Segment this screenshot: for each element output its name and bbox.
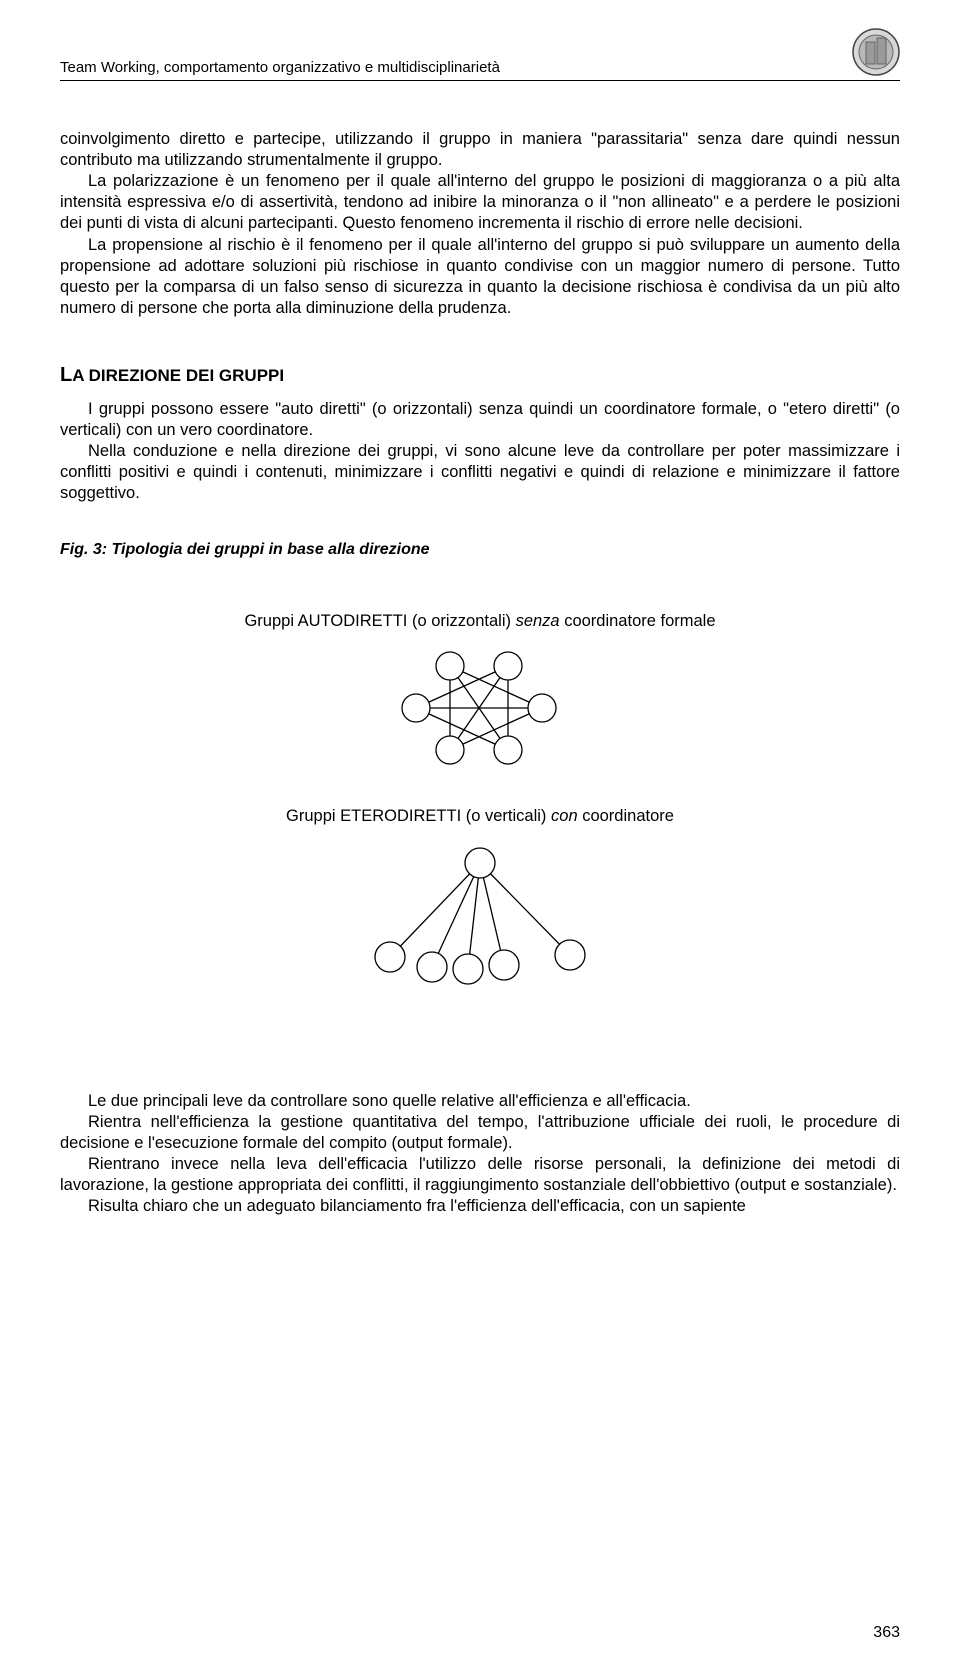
diagram-eterodiretti: Gruppi ETERODIRETTI (o verticali) con co… [60, 806, 900, 989]
tree-diagram [360, 839, 600, 989]
diagram-label: Gruppi AUTODIRETTI (o orizzontali) senza… [60, 611, 900, 632]
figure-caption: Fig. 3: Tipologia dei gruppi in base all… [60, 540, 900, 560]
paragraph: Risulta chiaro che un adeguato bilanciam… [60, 1196, 900, 1217]
paragraph: coinvolgimento diretto e partecipe, util… [60, 129, 900, 171]
body-content: coinvolgimento diretto e partecipe, util… [60, 129, 900, 1217]
header-title: Team Working, comportamento organizzativ… [60, 59, 500, 76]
paragraph: Rientra nell'efficienza la gestione quan… [60, 1112, 900, 1154]
network-diagram [380, 644, 580, 774]
paragraph: Nella conduzione e nella direzione dei g… [60, 441, 900, 504]
paragraph: Rientrano invece nella leva dell'efficac… [60, 1154, 900, 1196]
heading-cap: L [60, 364, 72, 386]
heading-rest: A DIREZIONE DEI GRUPPI [72, 366, 284, 385]
diagram-label: Gruppi ETERODIRETTI (o verticali) con co… [60, 806, 900, 827]
paragraph: Le due principali leve da controllare so… [60, 1091, 900, 1112]
diagram-autodiretti: Gruppi AUTODIRETTI (o orizzontali) senza… [60, 611, 900, 774]
paragraph: La polarizzazione è un fenomeno per il q… [60, 171, 900, 234]
paragraph: La propensione al rischio è il fenomeno … [60, 235, 900, 319]
header-logo-icon [852, 28, 900, 76]
section-heading: LA DIREZIONE DEI GRUPPI [60, 363, 900, 389]
page-header: Team Working, comportamento organizzativ… [60, 0, 900, 81]
page-number: 363 [873, 1624, 900, 1642]
paragraph: I gruppi possono essere "auto diretti" (… [60, 399, 900, 441]
